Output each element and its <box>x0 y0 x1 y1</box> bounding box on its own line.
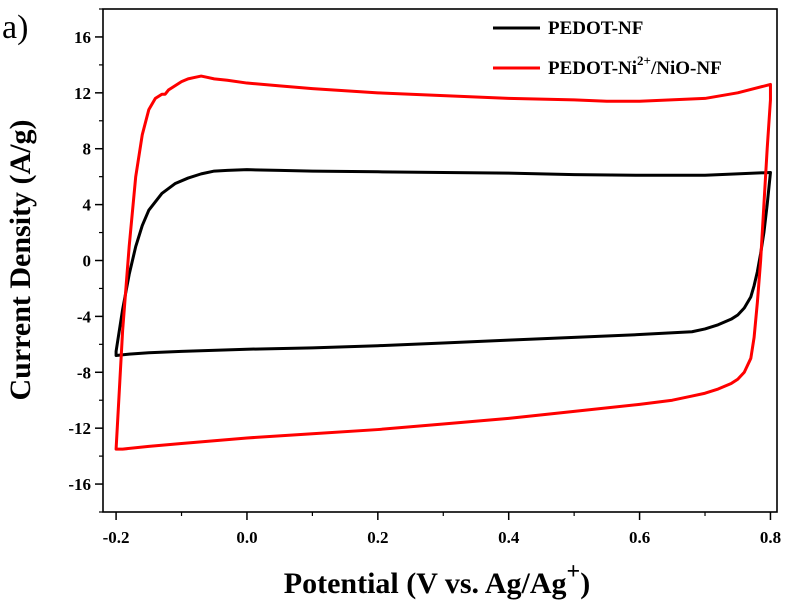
y-tick-label: -12 <box>68 419 91 438</box>
x-axis-title-superscript: + <box>567 559 581 585</box>
y-tick-label: -4 <box>77 307 92 326</box>
y-tick-label: 16 <box>74 28 91 47</box>
legend: PEDOT-NF PEDOT-Ni2+/NiO-NF <box>493 18 722 79</box>
y-tick-label: 4 <box>83 196 92 215</box>
legend-label-pedot-ni-nio-nf: PEDOT-Ni2+/NiO-NF <box>548 53 722 79</box>
x-axis-title-close: ) <box>580 567 590 600</box>
x-tick-label: 0.2 <box>367 528 388 547</box>
y-tick-label: 0 <box>83 252 92 271</box>
plot-frame <box>102 8 778 513</box>
legend-label-superscript: 2+ <box>637 53 651 68</box>
y-tick-label: 12 <box>74 84 91 103</box>
y-tick-label: 8 <box>83 140 92 159</box>
series-line-0 <box>114 168 772 358</box>
legend-label-part-1: PEDOT-Ni <box>548 58 637 79</box>
y-axis-title: Current Density (A/g) <box>4 119 37 400</box>
x-axis-title: Potential (V vs. Ag/Ag+) <box>284 559 590 600</box>
x-tick-label: 0.4 <box>498 528 520 547</box>
legend-label-pedot-nf: PEDOT-NF <box>548 18 643 39</box>
x-axis-title-main: Potential (V vs. Ag/Ag <box>284 567 567 600</box>
panel-label: a) <box>2 9 28 46</box>
y-tick-label: -16 <box>68 475 91 494</box>
axis-ticks: -0.2 0.0 0.2 0.4 0.6 0.8 -16 -12 -8 -4 0 4 8 12 16 <box>68 8 781 547</box>
legend-label-part-2: /NiO-NF <box>650 58 722 79</box>
x-tick-label: -0.2 <box>103 528 130 547</box>
x-tick-label: 0.6 <box>629 528 650 547</box>
series-line-1 <box>114 74 772 451</box>
y-tick-label: -8 <box>77 363 91 382</box>
x-tick-label: 0.8 <box>760 528 781 547</box>
series-lines <box>114 74 772 451</box>
x-tick-label: 0.0 <box>236 528 257 547</box>
